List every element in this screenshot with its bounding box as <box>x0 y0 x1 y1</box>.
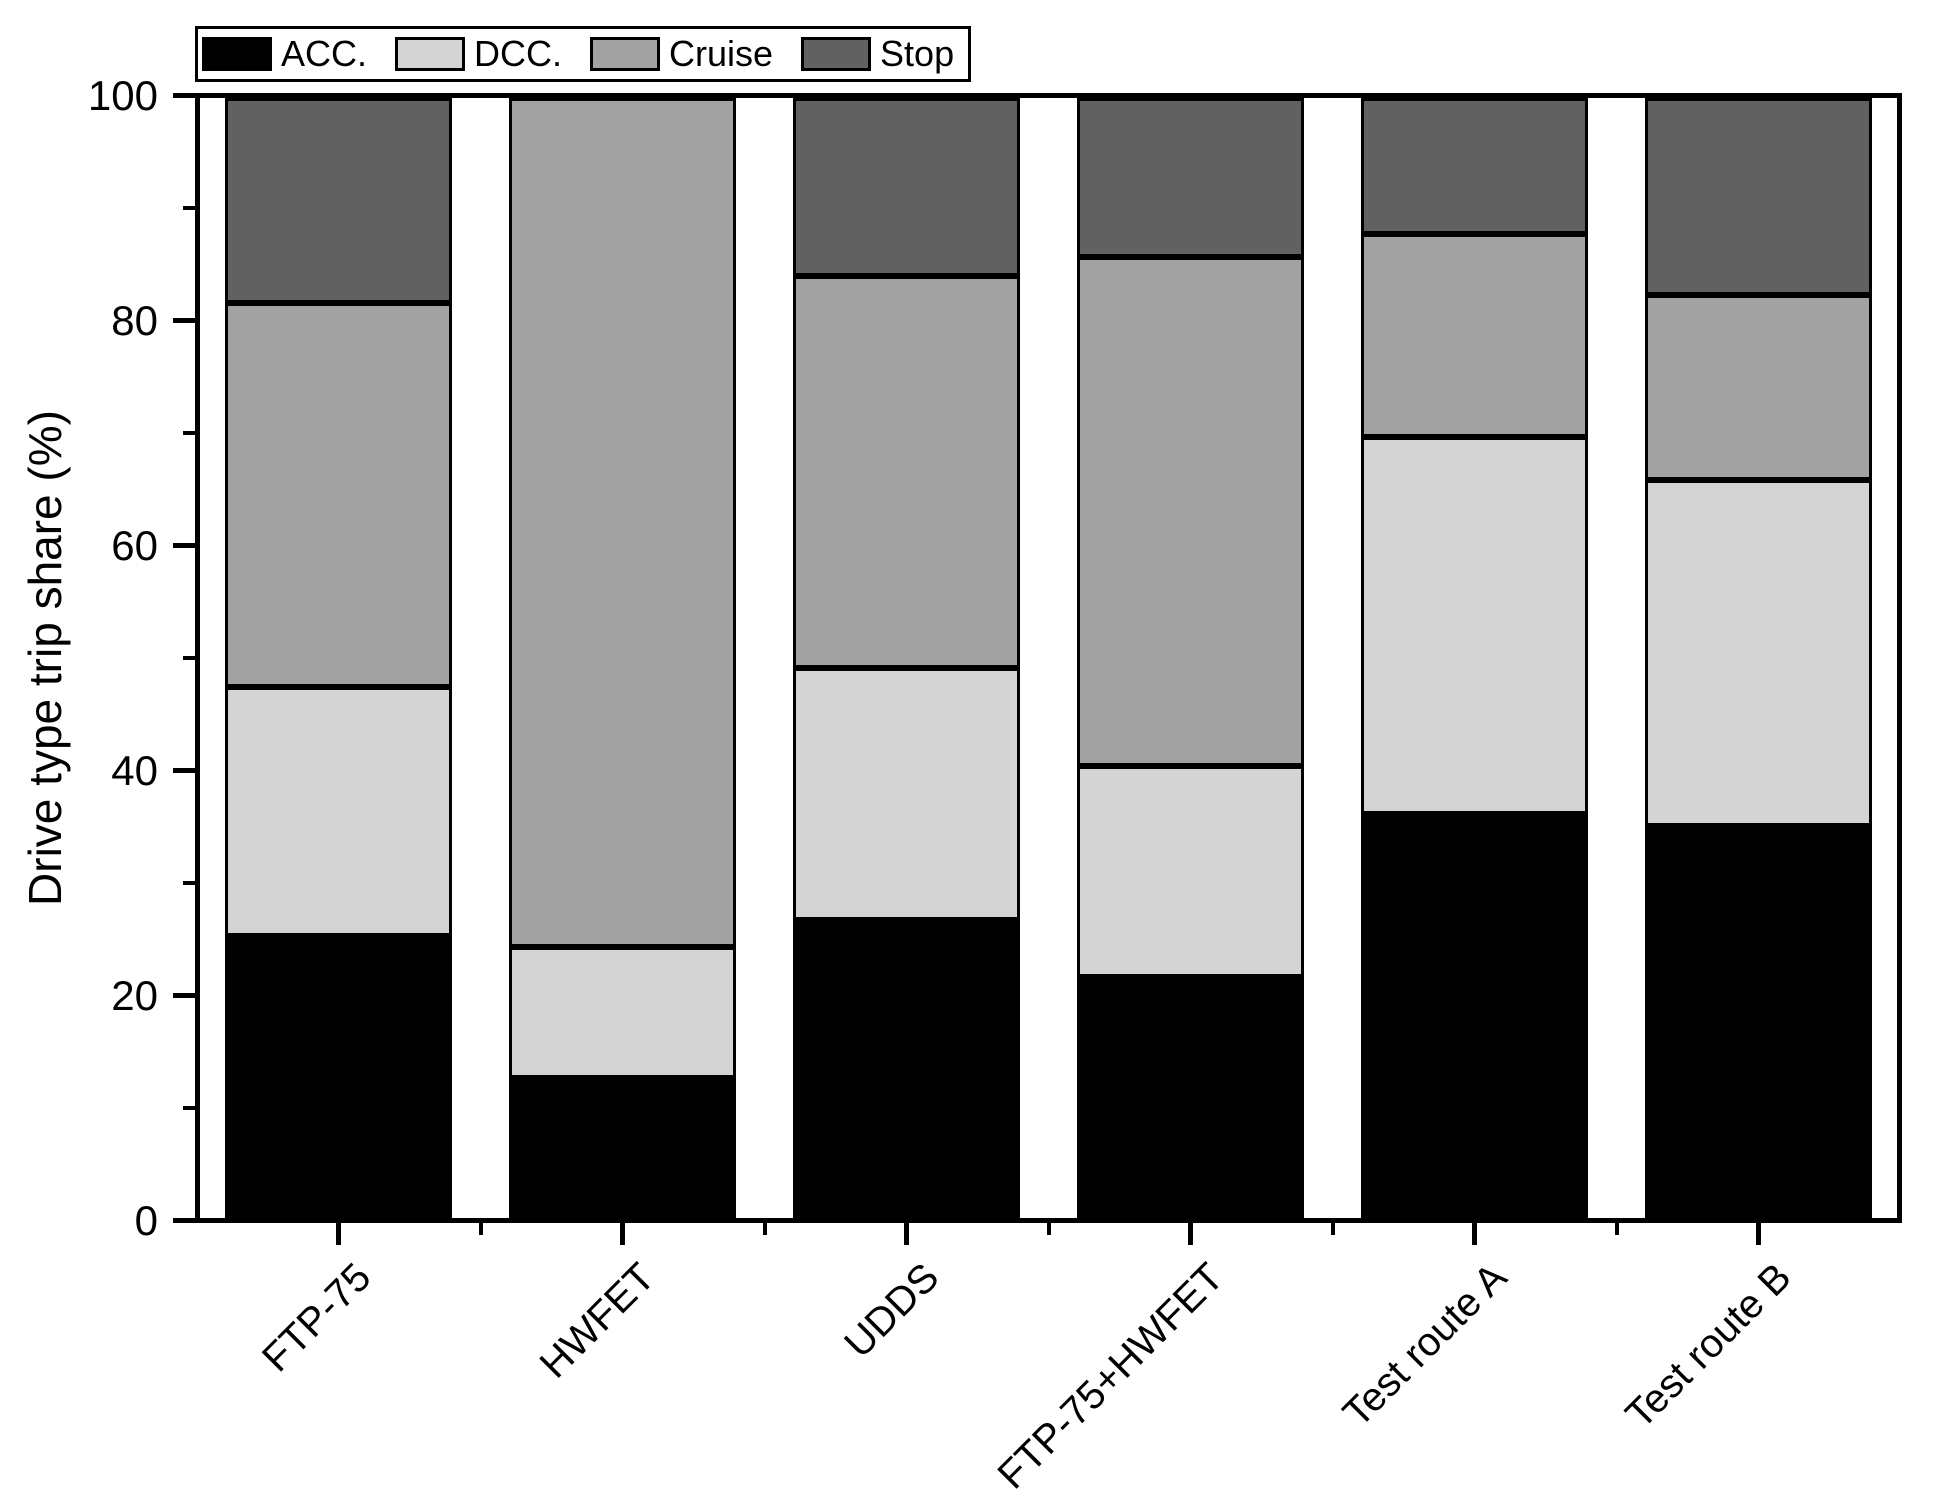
x-tick-label-udds: UDDS <box>836 1255 948 1367</box>
legend-swatch-acc-icon <box>202 37 272 71</box>
bar-segment-udds-cruise <box>793 276 1020 669</box>
bar-segment-udds-acc <box>793 920 1020 1218</box>
y-tick-minor-10 <box>183 1106 195 1110</box>
legend-swatch-stop-icon <box>801 37 872 71</box>
y-axis-title-text: Drive type trip share (%) <box>19 410 72 906</box>
y-tick-major-80 <box>173 318 195 323</box>
x-tick-minor-2 <box>1046 1223 1051 1235</box>
y-tick-label-0: 0 <box>134 1196 158 1244</box>
y-tick-minor-90 <box>183 206 195 210</box>
x-tick-major-udds <box>904 1223 909 1245</box>
legend-swatch-cruise-icon <box>590 37 661 71</box>
legend-item-dcc: DCC. <box>395 33 562 75</box>
legend-label-cruise: Cruise <box>669 33 774 74</box>
x-tick-major-test-route-b <box>1756 1223 1761 1245</box>
bar-segment-test-route-a-acc <box>1361 813 1588 1218</box>
bar-segment-test-route-a-dcc <box>1361 437 1588 814</box>
bar-segment-udds-dcc <box>793 668 1020 921</box>
x-tick-label-test-route-a: Test route A <box>1335 1255 1516 1436</box>
bar-segment-hwfet-acc <box>509 1078 736 1218</box>
x-tick-label-ftp-75: FTP-75 <box>254 1255 380 1381</box>
legend: ACC. DCC. Cruise Stop <box>195 26 972 82</box>
legend-item-stop: Stop <box>801 33 954 75</box>
bar-segment-ftp-75-stop <box>225 98 452 303</box>
x-tick-label-ftp-75-hwfet: FTP-75+HWFET <box>989 1255 1232 1496</box>
bar-segment-test-route-a-stop <box>1361 98 1588 234</box>
legend-label-acc: ACC. <box>281 33 368 74</box>
bar-segment-hwfet-dcc <box>509 946 736 1078</box>
x-tick-minor-0 <box>478 1223 483 1235</box>
bar-segment-test-route-a-cruise <box>1361 233 1588 438</box>
y-tick-minor-50 <box>183 656 195 660</box>
legend-swatch-dcc-icon <box>395 37 466 71</box>
y-tick-label-80: 80 <box>111 296 158 344</box>
x-tick-minor-1 <box>762 1223 767 1235</box>
bar-segment-ftp-75-hwfet-stop <box>1077 98 1304 258</box>
y-tick-minor-30 <box>183 881 195 885</box>
bar-segment-test-route-b-dcc <box>1645 479 1872 826</box>
y-tick-label-40: 40 <box>111 746 158 794</box>
bar-segment-ftp-75-cruise <box>225 302 452 688</box>
bar-segment-test-route-b-stop <box>1645 98 1872 296</box>
legend-item-acc: ACC. <box>202 33 367 75</box>
bar-segment-ftp-75-hwfet-dcc <box>1077 765 1304 978</box>
x-tick-major-ftp-75-hwfet <box>1188 1223 1193 1245</box>
y-tick-label-100: 100 <box>87 71 158 119</box>
y-tick-major-0 <box>173 1218 195 1223</box>
x-tick-major-ftp-75 <box>336 1223 341 1245</box>
plot-area <box>195 93 1902 1223</box>
legend-item-cruise: Cruise <box>590 33 773 75</box>
bar-segment-ftp-75-dcc <box>225 687 452 936</box>
x-tick-major-test-route-a <box>1472 1223 1477 1245</box>
x-tick-major-hwfet <box>620 1223 625 1245</box>
bar-segment-hwfet-cruise <box>509 98 736 947</box>
bar-segment-ftp-75-hwfet-cruise <box>1077 257 1304 766</box>
y-tick-minor-70 <box>183 431 195 435</box>
y-tick-major-40 <box>173 768 195 773</box>
legend-label-stop: Stop <box>880 33 955 74</box>
bar-segment-test-route-b-acc <box>1645 826 1872 1218</box>
y-tick-major-20 <box>173 993 195 998</box>
y-axis-title: Drive type trip share (%) <box>0 0 90 1316</box>
y-tick-major-60 <box>173 543 195 548</box>
y-tick-major-100 <box>173 93 195 98</box>
x-tick-label-test-route-b: Test route B <box>1617 1255 1800 1438</box>
bar-segment-test-route-b-cruise <box>1645 295 1872 480</box>
bar-segment-ftp-75-hwfet-acc <box>1077 977 1304 1218</box>
bar-segment-udds-stop <box>793 98 1020 277</box>
bar-segment-ftp-75-acc <box>225 935 452 1218</box>
x-tick-label-hwfet: HWFET <box>531 1255 664 1387</box>
y-tick-label-60: 60 <box>111 521 158 569</box>
legend-label-dcc: DCC. <box>474 33 563 74</box>
y-tick-label-20: 20 <box>111 971 158 1019</box>
x-tick-minor-3 <box>1330 1223 1335 1235</box>
x-tick-minor-4 <box>1614 1223 1619 1235</box>
